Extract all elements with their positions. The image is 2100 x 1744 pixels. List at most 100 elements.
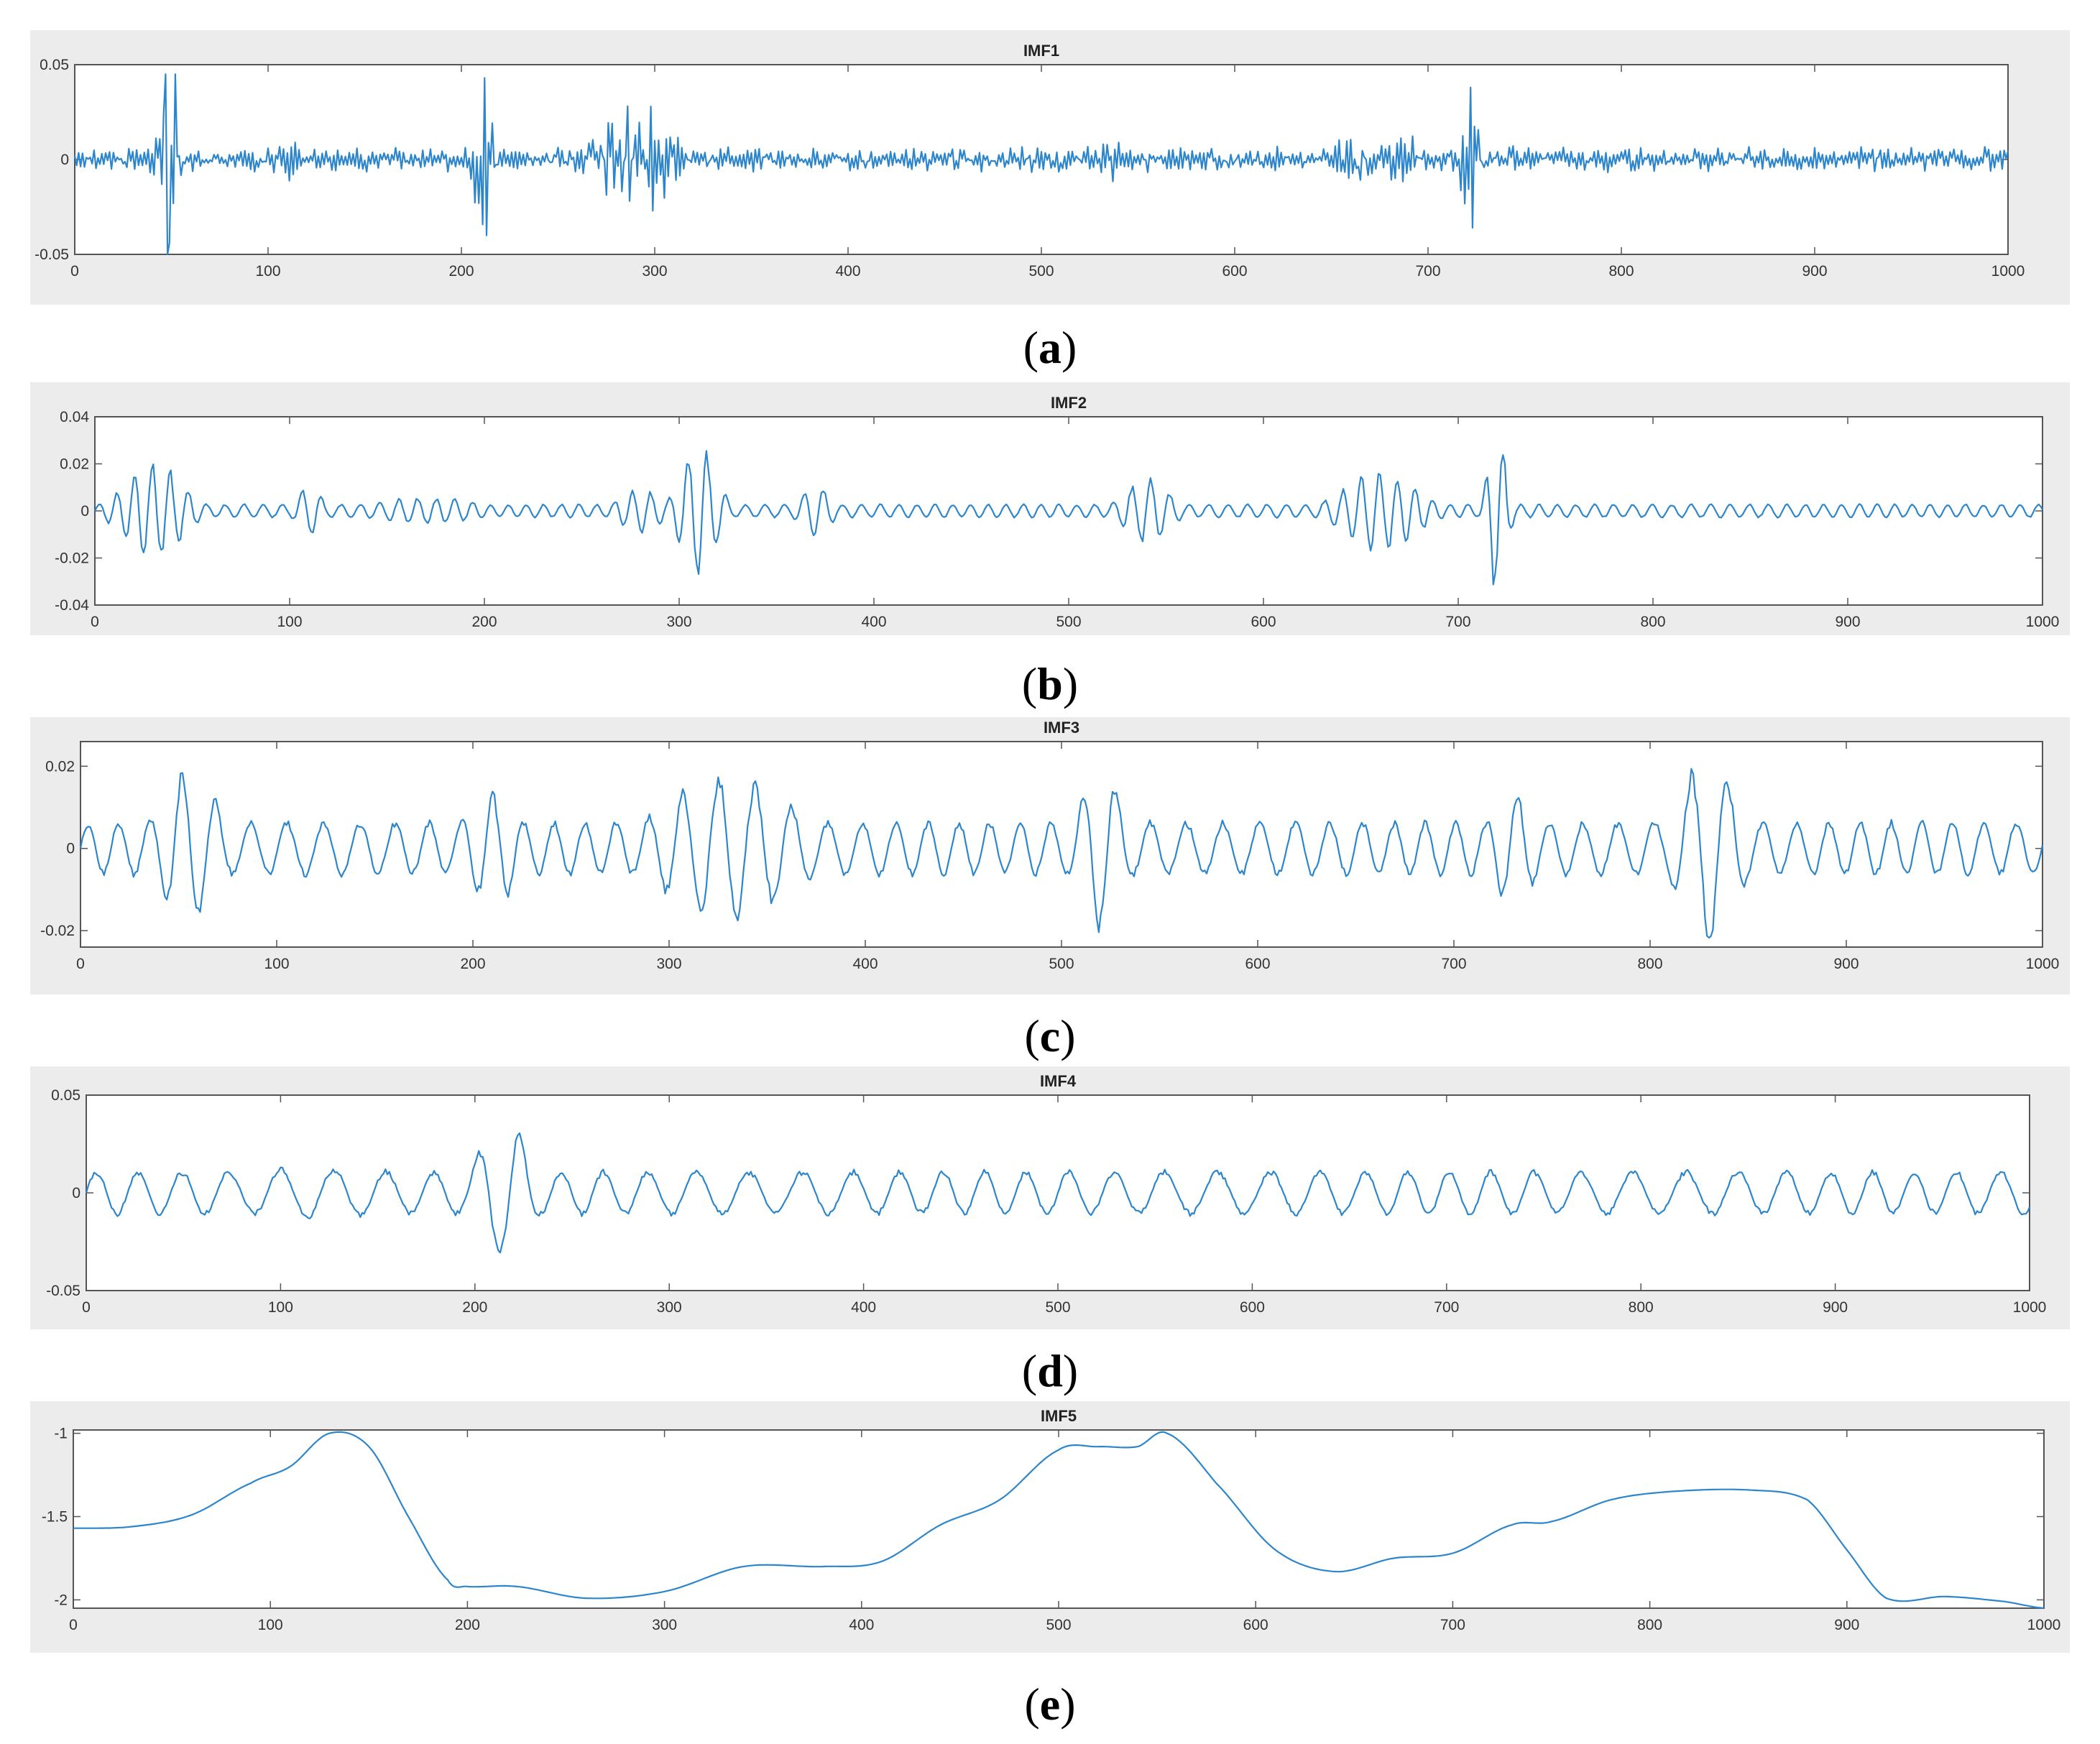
- x-tick-label: 1000: [2013, 1299, 2047, 1316]
- y-tick-label: 0.05: [40, 57, 69, 73]
- imf3-chart: IMF3 0 100 200 300 400 500 600 700 800 900 1000 -0.0…: [40, 719, 2060, 972]
- x-tick-label: 300: [666, 614, 691, 630]
- caption-a: (a): [1023, 322, 1077, 373]
- x-tick-label: 600: [1243, 1617, 1268, 1633]
- imf2-panel: IMF2 0 100 200 300 400 500 600 700 800 900 1000 -0.0…: [30, 382, 2070, 635]
- x-tick-label: 800: [1608, 263, 1634, 280]
- chart-title: IMF2: [1051, 394, 1087, 412]
- y-tick-label: 0.05: [51, 1087, 80, 1104]
- caption-d: (d): [1021, 1345, 1079, 1396]
- chart-title: IMF1: [1023, 42, 1059, 60]
- x-tick-label: 700: [1441, 956, 1466, 972]
- x-tick-label: 400: [835, 263, 860, 280]
- x-tick-label: 0: [69, 1617, 78, 1633]
- imf2-chart: IMF2 0 100 200 300 400 500 600 700 800 900 1000 -0.0…: [55, 394, 2060, 630]
- x-tick-label: 200: [455, 1617, 480, 1633]
- y-tick-label: -0.05: [34, 246, 69, 263]
- chart-title: IMF5: [1041, 1407, 1077, 1425]
- x-tick-label: 500: [1046, 1617, 1071, 1633]
- x-tick-label: 1000: [1991, 263, 2025, 280]
- x-tick-label: 100: [277, 614, 302, 630]
- y-tick-label: 0: [66, 841, 75, 857]
- x-tick-label: 200: [460, 956, 485, 972]
- chart-title: IMF4: [1040, 1072, 1077, 1090]
- x-tick-label: 200: [448, 263, 474, 280]
- x-tick-label: 400: [849, 1617, 874, 1633]
- x-tick-label: 300: [652, 1617, 677, 1633]
- x-tick-label: 700: [1445, 614, 1470, 630]
- caption-c: (c): [1024, 1010, 1076, 1061]
- imf5-panel: IMF5 0 100 200 300 400 500 600 700 800 900 1000 -2 -1…: [30, 1401, 2070, 1653]
- x-tick-label: 900: [1802, 263, 1827, 280]
- y-tick-label: 0.02: [60, 456, 89, 473]
- x-tick-label: 500: [1045, 1299, 1070, 1316]
- x-tick-label: 900: [1834, 1617, 1859, 1633]
- chart-title: IMF3: [1044, 719, 1079, 737]
- series-line: [85, 1132, 2031, 1254]
- x-tick-label: 800: [1637, 1617, 1662, 1633]
- imf1-chart: IMF1 0 100 200 300 400 500 600 700 800 900 1000 -0.0…: [34, 42, 2025, 280]
- y-tick-label: -0.02: [40, 923, 75, 939]
- x-tick-label: 400: [861, 614, 886, 630]
- x-tick-label: 300: [656, 956, 681, 972]
- x-tick-label: 1000: [2026, 956, 2060, 972]
- imf1-panel: IMF1 0 100 200 300 400 500 600 700 800 900 1000 -0.0…: [30, 30, 2070, 305]
- imf3-panel: IMF3 0 100 200 300 400 500 600 700 800 900 1000 -0.0…: [30, 717, 2070, 995]
- x-tick-label: 600: [1222, 263, 1247, 280]
- imf4-chart: IMF4 0 100 200 300 400 500 600 700 800 900 1000 -0.0…: [46, 1072, 2047, 1316]
- x-tick-label: 0: [91, 614, 99, 630]
- x-tick-label: 700: [1440, 1617, 1465, 1633]
- series-line: [73, 1431, 2045, 1610]
- x-tick-label: 600: [1251, 614, 1276, 630]
- y-tick-label: -0.04: [55, 597, 89, 614]
- y-tick-label: 0.04: [60, 409, 89, 425]
- x-tick-label: 100: [255, 263, 280, 280]
- x-tick-label: 200: [462, 1299, 487, 1316]
- x-tick-label: 0: [70, 263, 79, 280]
- imf5-chart: IMF5 0 100 200 300 400 500 600 700 800 900 1000 -2 -1…: [42, 1407, 2061, 1633]
- x-tick-label: 0: [76, 956, 85, 972]
- x-tick-label: 700: [1434, 1299, 1459, 1316]
- x-tick-label: 400: [851, 1299, 876, 1316]
- x-tick-label: 1000: [2026, 614, 2060, 630]
- x-tick-label: 900: [1835, 614, 1860, 630]
- x-tick-label: 600: [1245, 956, 1270, 972]
- plot-frame: [94, 416, 2043, 606]
- y-tick-label: -1: [54, 1426, 68, 1442]
- y-tick-label: 0: [80, 503, 89, 520]
- x-tick-label: 700: [1415, 263, 1440, 280]
- series-line: [79, 767, 2044, 939]
- x-tick-label: 900: [1823, 1299, 1848, 1316]
- series-line: [94, 450, 2043, 586]
- x-tick-label: 600: [1240, 1299, 1265, 1316]
- y-tick-label: -0.02: [55, 550, 89, 567]
- x-tick-label: 500: [1049, 956, 1074, 972]
- x-tick-label: 800: [1629, 1299, 1654, 1316]
- series-line: [73, 73, 2009, 256]
- x-tick-label: 1000: [2027, 1617, 2061, 1633]
- x-tick-label: 100: [264, 956, 289, 972]
- x-tick-label: 200: [471, 614, 497, 630]
- x-tick-label: 500: [1028, 263, 1054, 280]
- y-tick-label: 0: [60, 152, 69, 168]
- plot-frame: [74, 64, 2009, 255]
- x-tick-label: 300: [642, 263, 667, 280]
- x-tick-label: 400: [852, 956, 878, 972]
- x-tick-label: 500: [1056, 614, 1081, 630]
- x-tick-label: 800: [1640, 614, 1665, 630]
- x-tick-label: 900: [1833, 956, 1859, 972]
- x-tick-label: 100: [258, 1617, 283, 1633]
- y-tick-label: -0.05: [46, 1283, 80, 1299]
- x-tick-label: 300: [657, 1299, 682, 1316]
- y-tick-label: -2: [54, 1592, 68, 1608]
- y-tick-label: -1.5: [42, 1509, 68, 1526]
- caption-e: (e): [1024, 1679, 1076, 1730]
- plot-frame: [80, 741, 2043, 948]
- x-tick-label: 800: [1637, 956, 1662, 972]
- y-tick-label: 0: [72, 1185, 80, 1201]
- caption-b: (b): [1021, 658, 1079, 709]
- plot-frame: [73, 1429, 2045, 1609]
- y-tick-label: 0.02: [45, 758, 75, 775]
- imf4-panel: IMF4 0 100 200 300 400 500 600 700 800 900 1000 -0.0…: [30, 1066, 2070, 1329]
- x-tick-label: 0: [82, 1299, 91, 1316]
